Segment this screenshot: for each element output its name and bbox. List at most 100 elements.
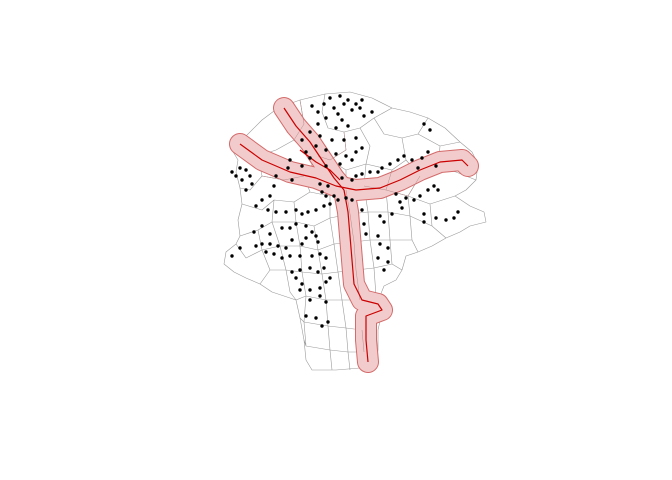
point-marker [350,198,354,202]
point-marker [388,162,392,166]
point-marker [376,170,380,174]
point-marker [364,232,368,236]
point-marker [344,196,348,200]
point-marker [330,138,334,142]
point-marker [400,206,404,210]
point-marker [360,208,364,212]
point-marker [368,170,372,174]
roads [239,107,469,363]
point-marker [390,212,394,216]
point-marker [322,102,326,106]
point-marker [308,288,312,292]
point-marker [434,216,438,220]
point-marker [324,164,328,168]
point-marker [254,204,258,208]
point-marker [436,188,440,192]
point-marker [382,220,386,224]
point-marker [380,166,384,170]
point-marker [314,208,318,212]
point-marker [328,276,332,280]
point-marker [306,210,310,214]
point-marker [332,194,336,198]
point-marker [434,164,438,168]
point-marker [266,208,270,212]
point-marker [274,210,278,214]
point-marker [272,184,276,188]
point-marker [284,246,288,250]
point-marker [276,244,280,248]
point-marker [318,286,322,290]
point-marker [250,182,254,186]
point-marker [350,178,354,182]
point-marker [378,242,382,246]
point-marker [304,236,308,240]
point-marker [238,166,242,170]
point-marker [264,250,268,254]
point-marker [234,174,238,178]
point-marker [360,172,364,176]
point-marker [304,314,308,318]
point-marker [300,282,304,286]
point-marker [308,298,312,302]
point-marker [378,214,382,218]
point-marker [338,162,342,166]
point-marker [386,246,390,250]
point-marker [298,268,302,272]
point-marker [426,188,430,192]
point-marker [294,208,298,212]
point-marker [422,122,426,126]
point-marker [338,94,342,98]
point-marker [318,252,322,256]
point-marker [354,102,358,106]
point-marker [452,216,456,220]
point-marker [298,288,302,292]
point-marker [334,126,338,130]
point-marker [252,230,256,234]
point-marker [386,260,390,264]
point-marker [294,276,298,280]
point-marker [354,174,358,178]
point-marker [354,150,358,154]
point-marker [244,188,248,192]
point-marker [248,174,252,178]
point-marker [280,256,284,260]
point-marker [304,150,308,154]
point-marker [288,158,292,162]
point-marker [382,268,386,272]
point-marker [340,176,344,180]
point-marker [318,182,322,186]
point-marker [320,324,324,328]
point-marker [326,320,330,324]
point-marker [308,156,312,160]
point-marker [316,240,320,244]
point-marker [316,270,320,274]
road-north-spur [299,149,341,181]
road-west-east [239,143,469,191]
point-marker [358,106,362,110]
point-marker [324,280,328,284]
point-marker [298,254,302,258]
point-marker [346,124,350,128]
buffer-district-lines [261,99,421,353]
point-marker [428,128,432,132]
point-marker [320,190,324,194]
point-marker [308,130,312,134]
point-marker [260,198,264,202]
point-marker [260,242,264,246]
point-marker [422,220,426,224]
point-marker [304,224,308,228]
point-marker [444,218,448,222]
point-marker [230,170,234,174]
point-marker [334,152,338,156]
point-marker [328,202,332,206]
point-marker [326,184,330,188]
point-marker [290,238,294,242]
point-marker [244,168,248,172]
point-marker [370,110,374,114]
point-marker [426,150,430,154]
point-marker [432,184,436,188]
point-marker [412,198,416,202]
point-marker [322,266,326,270]
